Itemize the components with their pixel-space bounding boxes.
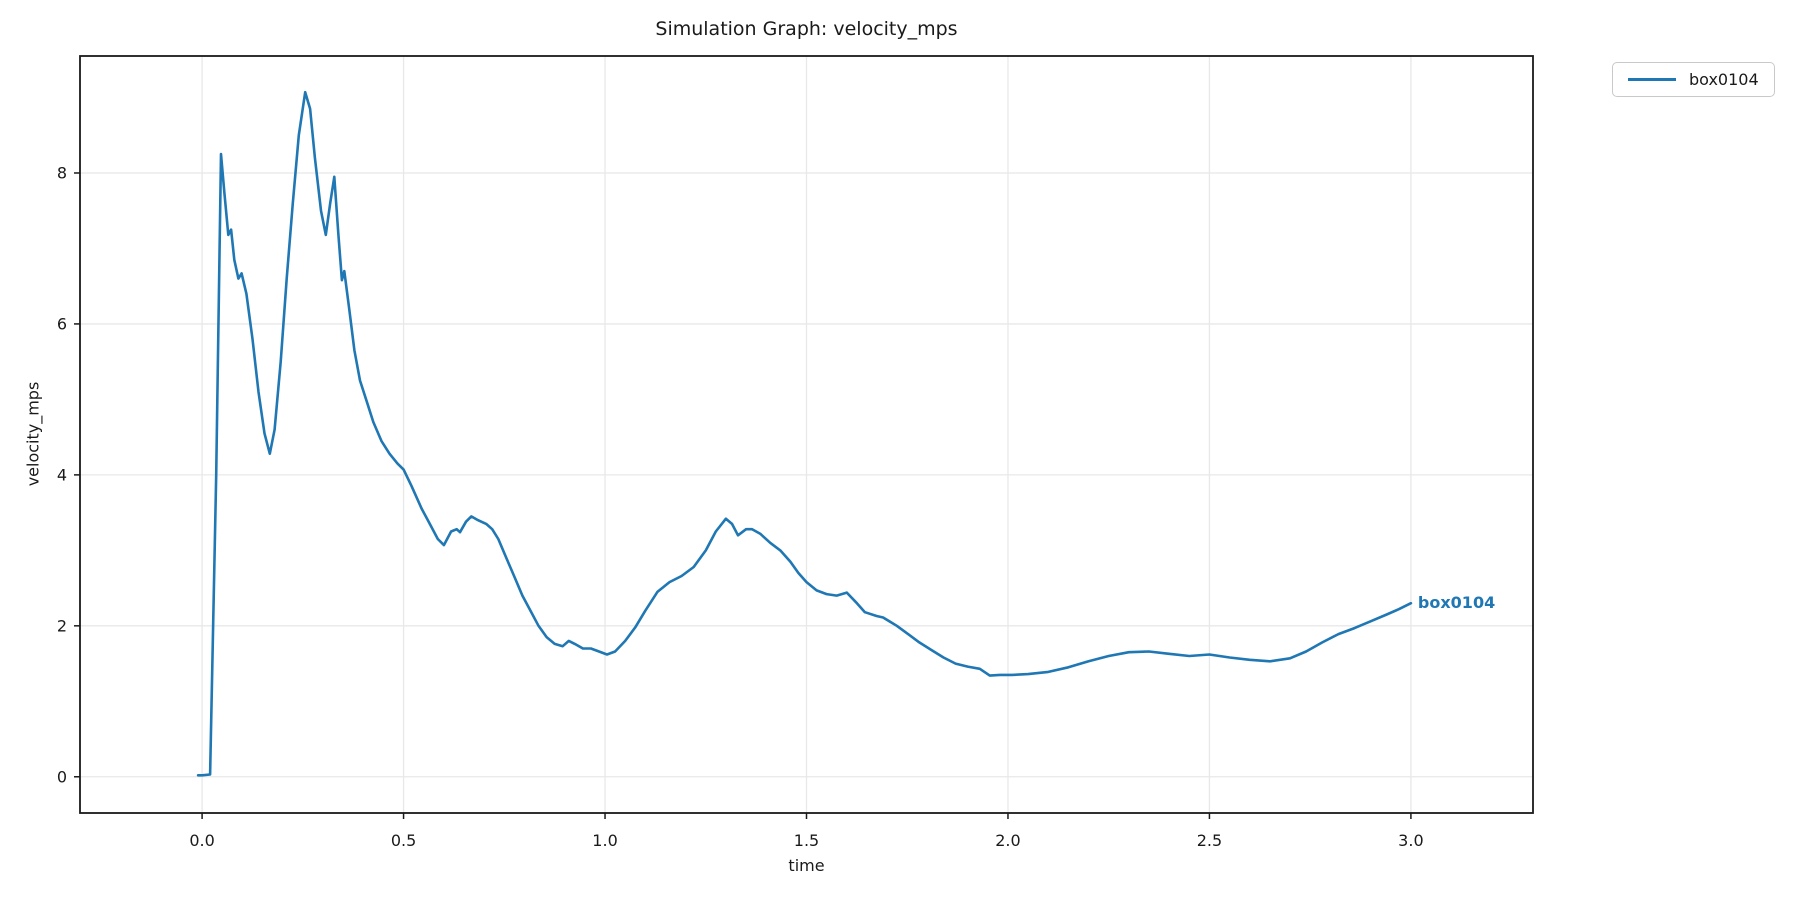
x-tick-label: 0.0: [189, 831, 214, 850]
legend-line-swatch: [1628, 78, 1676, 81]
y-tick-label: 2: [57, 616, 67, 635]
x-tick-label: 3.0: [1398, 831, 1423, 850]
x-tick-label: 2.5: [1197, 831, 1222, 850]
y-tick-label: 0: [57, 767, 67, 786]
x-tick-label: 1.5: [794, 831, 819, 850]
y-axis-label: velocity_mps: [23, 381, 43, 487]
x-tick-label: 1.0: [592, 831, 617, 850]
series-line-box0104: [196, 90, 1413, 777]
series-end-label: box0104: [1417, 593, 1496, 613]
y-tick-label: 8: [57, 163, 67, 182]
x-axis-label: time: [788, 856, 825, 875]
y-tick-label: 6: [57, 314, 67, 333]
legend: box0104: [1612, 62, 1775, 97]
y-tick-label: 4: [57, 465, 67, 484]
x-tick-label: 0.5: [391, 831, 416, 850]
x-tick-label: 2.0: [995, 831, 1020, 850]
legend-label: box0104: [1689, 70, 1759, 89]
chart-title: Simulation Graph: velocity_mps: [655, 18, 958, 40]
